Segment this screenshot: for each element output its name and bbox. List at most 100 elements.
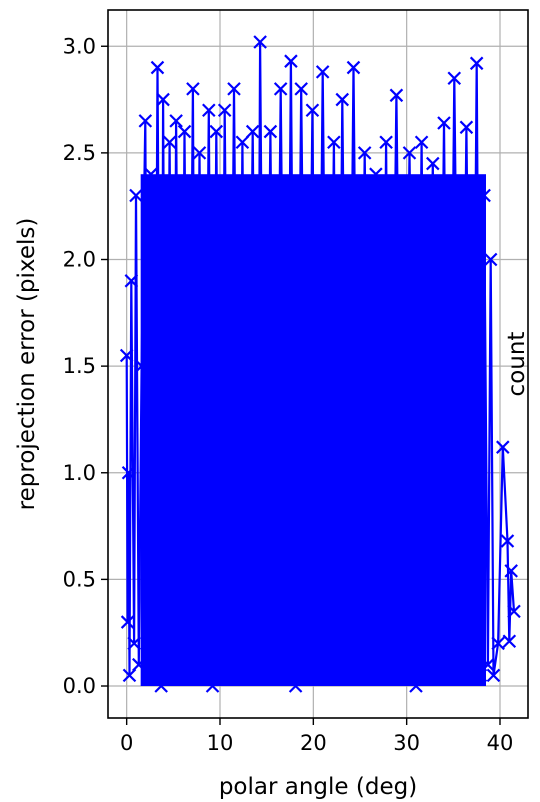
data-point-marker	[481, 657, 495, 672]
data-point-marker	[383, 657, 397, 672]
data-point-marker	[496, 440, 510, 454]
data-point-marker	[227, 82, 241, 96]
data-point-marker	[357, 146, 372, 160]
data-point-marker	[502, 634, 517, 649]
data-point-marker	[120, 615, 135, 629]
x-axis-label: polar angle (deg)	[219, 774, 417, 800]
data-point-marker	[379, 135, 393, 149]
data-point-marker	[409, 679, 423, 693]
data-point-marker	[231, 647, 246, 661]
data-point-marker	[156, 92, 170, 107]
data-point-marker	[352, 668, 366, 683]
data-point-marker	[258, 668, 272, 683]
data-point-marker	[414, 135, 429, 149]
data-point-marker	[245, 124, 260, 139]
data-point-marker	[294, 82, 308, 96]
data-point-marker	[177, 124, 192, 139]
data-point-marker	[454, 668, 468, 683]
x-tick-label: 10	[207, 731, 234, 755]
data-point-marker	[235, 135, 250, 149]
data-point-marker	[396, 668, 410, 683]
data-point-marker	[341, 657, 355, 672]
data-point-marker	[162, 135, 177, 149]
data-point-marker	[459, 120, 474, 135]
axes: 0 10 20 30 40 0.0 0.5 1.0 1.5 2.0 2.5 3.0	[63, 34, 514, 755]
data-point-marker	[335, 92, 350, 107]
data-point-marker	[305, 103, 320, 118]
data-point-marker	[181, 636, 196, 651]
data-point-marker	[491, 636, 505, 651]
data-point-marker	[483, 252, 498, 267]
data-point-marker	[169, 114, 183, 128]
data-point-marker	[166, 668, 181, 683]
data-point-marker	[250, 657, 265, 672]
data-point-marker	[127, 636, 141, 651]
x-tick-label: 40	[487, 731, 514, 755]
data-point-marker	[134, 359, 149, 373]
data-point-marker	[147, 615, 162, 629]
data-point-marker	[431, 668, 446, 683]
data-point-marker	[288, 679, 303, 693]
data-point-marker	[465, 657, 479, 672]
data-point-marker	[129, 188, 143, 203]
data-point-marker	[273, 82, 288, 96]
data-point-marker	[192, 146, 207, 160]
data-point-marker	[253, 35, 267, 49]
data-point-marker	[389, 88, 404, 103]
data-point-marker	[310, 668, 324, 683]
data-point-marker	[437, 116, 451, 130]
data-point-marker	[363, 657, 378, 672]
x-tick-label: 0	[120, 731, 133, 755]
data-point-marker	[473, 668, 488, 683]
data-point-marker	[426, 156, 440, 171]
data-point-marker	[209, 124, 224, 139]
data-point-marker	[119, 348, 134, 363]
data-point-marker	[346, 60, 361, 75]
data-point-marker	[186, 82, 200, 96]
count-label: count	[504, 332, 530, 397]
data-point-marker	[447, 71, 462, 86]
data-point-marker	[205, 679, 220, 693]
y-tick-label: 2.5	[63, 141, 96, 165]
data-point-marker	[240, 668, 254, 683]
data-point-marker	[441, 657, 456, 672]
data-point-marker	[141, 668, 155, 683]
data-point-marker	[374, 668, 389, 683]
data-point-marker	[477, 188, 491, 203]
data-point-marker	[159, 647, 173, 661]
data-point-marker	[500, 534, 515, 548]
data-point-marker	[419, 657, 434, 672]
data-point-marker	[504, 564, 518, 578]
data-point-marker	[263, 124, 278, 139]
data-point-marker	[174, 657, 188, 672]
data-point-marker	[188, 668, 203, 683]
data-point-marker	[327, 135, 341, 149]
x-tick-label: 30	[393, 731, 420, 755]
y-tick-label: 1.5	[63, 354, 96, 378]
y-tick-label: 2.0	[63, 248, 96, 272]
data-point-marker	[330, 668, 345, 683]
data-point-marker	[138, 114, 153, 128]
data-point-marker	[121, 465, 136, 480]
data-point-marker	[369, 167, 383, 181]
data-point-marker	[315, 65, 330, 79]
data-point-marker	[214, 668, 228, 683]
data-point-marker	[202, 103, 216, 118]
x-tick-label: 20	[300, 731, 327, 755]
data-point-marker	[507, 604, 521, 619]
y-tick-label: 1.0	[63, 461, 96, 485]
data-point-marker	[144, 167, 158, 181]
data-point-marker	[124, 274, 139, 288]
data-group	[119, 35, 521, 693]
data-point-marker	[268, 657, 282, 672]
plot-frame	[107, 9, 529, 719]
y-tick-label: 3.0	[63, 34, 96, 58]
data-point-marker	[197, 657, 211, 672]
data-point-marker	[150, 60, 165, 75]
data-point-marker	[469, 56, 484, 71]
data-layer	[119, 35, 521, 693]
data-point-marker	[300, 657, 314, 672]
y-tick-label: 0.5	[63, 567, 96, 591]
data-point-marker	[486, 668, 501, 683]
